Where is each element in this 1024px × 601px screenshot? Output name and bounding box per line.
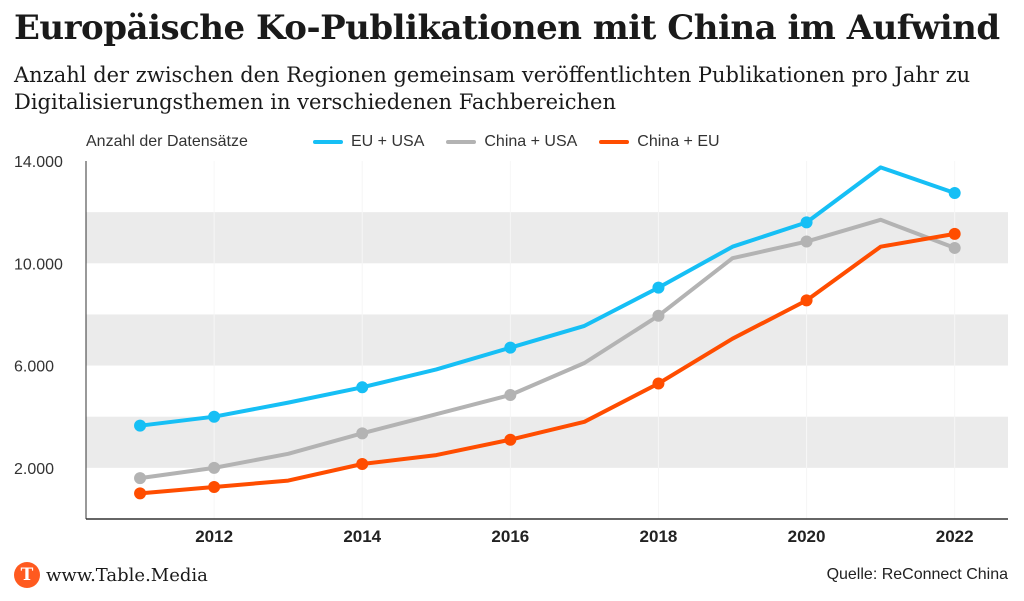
x-tick-label: 2020 [788,527,826,546]
chart-title: Europäische Ko-Publikationen mit China i… [14,8,1000,48]
grid-band [86,416,1008,468]
legend-item-china-usa: China + USA [446,133,577,151]
x-tick-label: 2016 [491,527,529,546]
legend-label-china-usa: China + USA [484,133,578,150]
legend-item-eu-usa: EU + USA [313,133,424,151]
grid-band [86,212,1008,264]
legend-swatch-china-usa [446,140,477,144]
data-point-2-2020 [800,294,813,307]
data-point-0-2012 [208,410,221,423]
data-point-2-2011 [134,487,147,500]
legend-item-china-eu: China + EU [599,133,720,151]
data-point-0-2014 [356,381,369,394]
x-tick-label: 2022 [936,527,974,546]
footer-branding: T www.Table.Media [14,562,208,588]
data-point-2-2014 [356,458,369,471]
y-tick-label: 10.000 [14,256,63,273]
grid-band [86,314,1008,366]
data-point-2-2022 [948,227,961,240]
y-axis-label: Anzahl der Datensätze [86,133,248,150]
legend-swatch-eu-usa [313,140,343,144]
x-tick-label: 2012 [195,527,233,546]
data-point-0-2018 [652,281,665,294]
series-line-0 [138,165,957,428]
site-url[interactable]: www.Table.Media [46,564,208,586]
data-point-2-2018 [652,377,665,390]
data-point-2-2016 [504,433,517,446]
data-point-0-2011 [134,419,147,432]
y-tick-label: 2.000 [14,461,54,478]
data-point-1-2016 [504,388,517,401]
data-point-1-2018 [652,309,665,322]
legend-label-eu-usa: EU + USA [351,133,425,150]
x-tick-label: 2014 [343,527,381,546]
data-point-1-2014 [356,427,369,440]
legend-label-china-eu: China + EU [637,133,720,150]
data-point-1-2012 [208,461,221,474]
data-point-1-2011 [134,472,147,485]
source-note: Quelle: ReConnect China [826,566,1008,583]
series-line-2 [138,231,957,496]
y-tick-label: 6.000 [14,359,54,376]
data-point-1-2020 [800,235,813,248]
data-point-0-2016 [504,341,517,354]
legend: EU + USA China + USA China + EU [313,133,742,151]
table-media-logo-icon: T [14,562,40,588]
legend-swatch-china-eu [599,140,630,144]
data-point-0-2022 [948,186,961,199]
y-tick-label: 14.000 [14,154,63,171]
chart-subtitle: Anzahl der zwischen den Regionen gemeins… [14,63,971,114]
x-tick-label: 2018 [640,527,678,546]
data-point-1-2022 [948,241,961,254]
data-point-2-2012 [208,481,221,494]
series-line-1 [138,217,957,481]
data-point-0-2020 [800,216,813,229]
